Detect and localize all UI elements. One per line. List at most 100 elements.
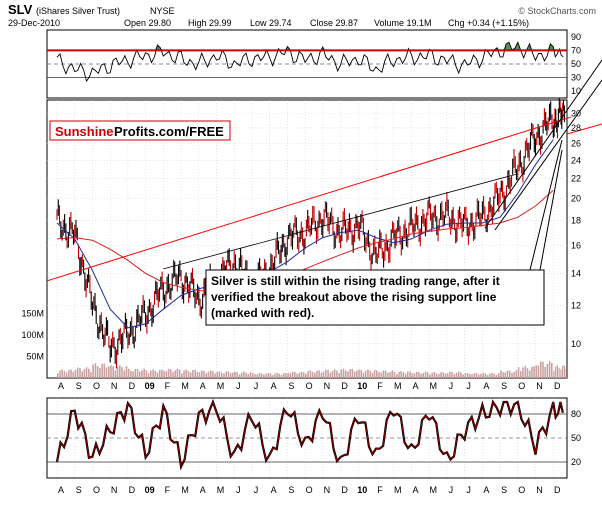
volume-bar (497, 373, 500, 378)
volume-bar (187, 371, 190, 378)
price-x-label: S (288, 381, 294, 391)
volume-bar (170, 369, 172, 378)
volume-bar (340, 369, 343, 378)
volume-tick-label: 50M (26, 352, 44, 362)
volume-bar (393, 371, 396, 378)
rising-channel-line (163, 173, 518, 270)
volume-bar (136, 369, 139, 378)
volume-bar (61, 369, 63, 378)
volume-bar (88, 368, 90, 378)
volume-bar (309, 370, 312, 378)
volume-bar (114, 370, 117, 378)
stochastic-x-label: A (483, 485, 489, 495)
volume-bar (517, 367, 520, 378)
volume-bar (360, 370, 363, 378)
stochastic-x-label: D (554, 485, 561, 495)
volume-bar (238, 374, 241, 378)
volume-label: Volume 19.1M (374, 18, 432, 28)
stochastic-x-label: N (324, 485, 331, 495)
annotation-line-3: (marked with red). (211, 306, 314, 320)
volume-bar (232, 372, 234, 378)
volume-bar (256, 374, 258, 378)
volume-bar (551, 362, 553, 378)
price-tick-label: 22 (571, 174, 581, 184)
price-x-label: S (501, 381, 507, 391)
stochastic-x-label: O (518, 485, 525, 495)
volume-bar (130, 370, 132, 378)
volume-bar (542, 361, 544, 378)
stochastic-x-label: S (288, 485, 294, 495)
volume-bar (271, 375, 274, 378)
volume-bar (265, 373, 267, 378)
rsi-line (56, 41, 564, 83)
volume-bar (489, 373, 491, 378)
rsi-axis: 90 70 50 30 10 (571, 32, 581, 96)
stochastic-plot (55, 398, 564, 471)
volume-bar (462, 374, 464, 378)
volume-bar (291, 371, 294, 378)
volume-bar (353, 371, 356, 378)
volume-bar (471, 374, 473, 378)
stochastic-x-label: D (341, 485, 348, 495)
volume-bar (205, 373, 207, 378)
rising-support-extension (566, 123, 602, 135)
volume-bar (92, 364, 94, 378)
volume-bar (404, 373, 407, 378)
volume-bar (558, 367, 560, 378)
price-x-label: O (93, 381, 100, 391)
volume-bar (167, 368, 170, 378)
volume-bar (158, 370, 161, 378)
close-label: Close 29.87 (310, 18, 358, 28)
volume-bar (442, 372, 445, 378)
volume-bar (409, 371, 411, 378)
price-x-label: M (429, 381, 437, 391)
volume-bar (236, 372, 238, 378)
volume-bar (336, 370, 338, 378)
volume-bar (196, 371, 199, 378)
price-x-label: M (394, 381, 402, 391)
volume-bar (99, 367, 101, 378)
volume-bar (378, 372, 380, 378)
volume-bar (119, 365, 121, 378)
volume-bar (307, 371, 309, 378)
volume-bar (209, 370, 212, 378)
volume-bar (108, 366, 110, 378)
volume-bar (203, 370, 205, 378)
price-x-label: N (324, 381, 331, 391)
price-x-label: M (217, 381, 225, 391)
volume-bar (466, 372, 469, 378)
volume-bar (364, 370, 367, 378)
ma50-line (56, 139, 554, 329)
volume-bar (311, 371, 314, 378)
volume-bar (387, 372, 389, 378)
volume-bar (163, 371, 165, 378)
volume-bar (316, 370, 318, 378)
volume-bar (327, 370, 329, 378)
open-label: Open 29.80 (124, 18, 171, 28)
volume-bar (560, 369, 562, 378)
stochastic-x-label: N (536, 485, 543, 495)
volume-bar (194, 369, 196, 378)
price-tick-label: 14 (571, 268, 581, 278)
stochastic-x-label: F (377, 485, 383, 495)
volume-bar (305, 373, 307, 378)
volume-bar (234, 371, 236, 378)
volume-bar (276, 372, 278, 378)
volume-bar (320, 372, 323, 378)
change-label: Chg +0.34 (+1.15%) (448, 18, 529, 28)
stochastic-x-label: N (111, 485, 118, 495)
volume-bar (398, 372, 400, 378)
volume-bar (373, 370, 376, 378)
volume-bar (329, 372, 332, 378)
volume-bar (351, 368, 354, 378)
price-x-axis: A S O N D 09 F M A M J J A S O N D 10 F M A M J J A S O N D (58, 381, 561, 391)
volume-bar (449, 371, 451, 378)
price-x-label: D (341, 381, 348, 391)
volume-bar (347, 371, 349, 378)
volume-bar (420, 373, 422, 378)
volume-bar (125, 366, 128, 378)
volume-bar (192, 369, 194, 378)
volume-bar (229, 373, 232, 378)
volume-bar (513, 371, 515, 378)
volume-bar (63, 371, 66, 378)
